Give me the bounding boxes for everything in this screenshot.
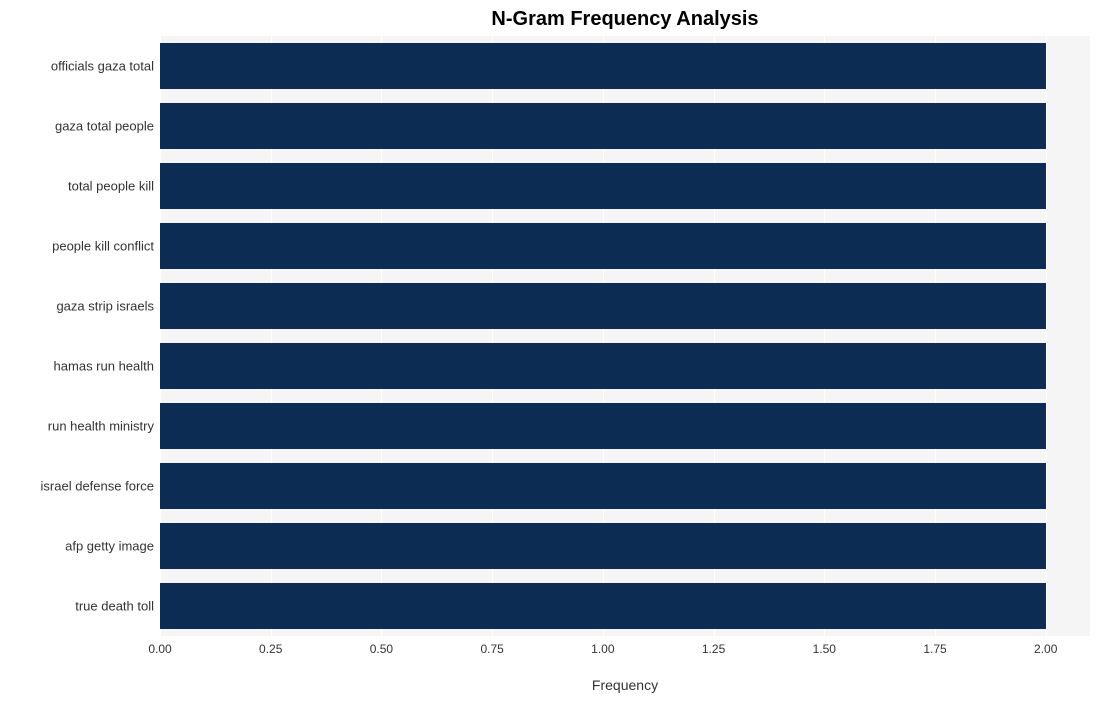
x-axis-label: Frequency bbox=[160, 677, 1090, 693]
y-tick-label: israel defense force bbox=[41, 479, 154, 494]
x-tick-label: 0.75 bbox=[480, 642, 503, 656]
x-tick-label: 2.00 bbox=[1034, 642, 1057, 656]
bar-row bbox=[160, 103, 1046, 149]
bar-row bbox=[160, 343, 1046, 389]
y-tick-label: officials gaza total bbox=[51, 59, 154, 74]
y-tick-label: total people kill bbox=[68, 179, 154, 194]
x-tick-label: 1.50 bbox=[813, 642, 836, 656]
bar-row bbox=[160, 463, 1046, 509]
y-tick-label: people kill conflict bbox=[52, 239, 154, 254]
x-tick-label: 0.50 bbox=[370, 642, 393, 656]
x-tick-label: 1.00 bbox=[591, 642, 614, 656]
bar bbox=[160, 43, 1046, 89]
y-tick-label: gaza total people bbox=[55, 119, 154, 134]
y-tick-label: true death toll bbox=[75, 599, 154, 614]
bar bbox=[160, 403, 1046, 449]
bar-row bbox=[160, 223, 1046, 269]
bar bbox=[160, 103, 1046, 149]
chart-title: N-Gram Frequency Analysis bbox=[160, 8, 1090, 31]
y-tick-label: afp getty image bbox=[65, 539, 154, 554]
plot-area bbox=[160, 36, 1090, 636]
bar bbox=[160, 163, 1046, 209]
bar-row bbox=[160, 163, 1046, 209]
x-tick-label: 1.25 bbox=[702, 642, 725, 656]
y-tick-label: run health ministry bbox=[48, 419, 154, 434]
bars-container bbox=[160, 36, 1090, 636]
bar bbox=[160, 283, 1046, 329]
bar bbox=[160, 463, 1046, 509]
bar-row bbox=[160, 43, 1046, 89]
bar bbox=[160, 343, 1046, 389]
x-tick-label: 0.25 bbox=[259, 642, 282, 656]
bar bbox=[160, 223, 1046, 269]
bar-row bbox=[160, 523, 1046, 569]
bar-row bbox=[160, 283, 1046, 329]
bar bbox=[160, 583, 1046, 629]
y-tick-label: gaza strip israels bbox=[56, 299, 154, 314]
y-tick-label: hamas run health bbox=[54, 359, 154, 374]
bar-row bbox=[160, 583, 1046, 629]
ngram-chart: N-Gram Frequency Analysis officials gaza… bbox=[0, 0, 1100, 701]
bar-row bbox=[160, 403, 1046, 449]
bar bbox=[160, 523, 1046, 569]
x-tick-label: 1.75 bbox=[923, 642, 946, 656]
x-tick-label: 0.00 bbox=[148, 642, 171, 656]
